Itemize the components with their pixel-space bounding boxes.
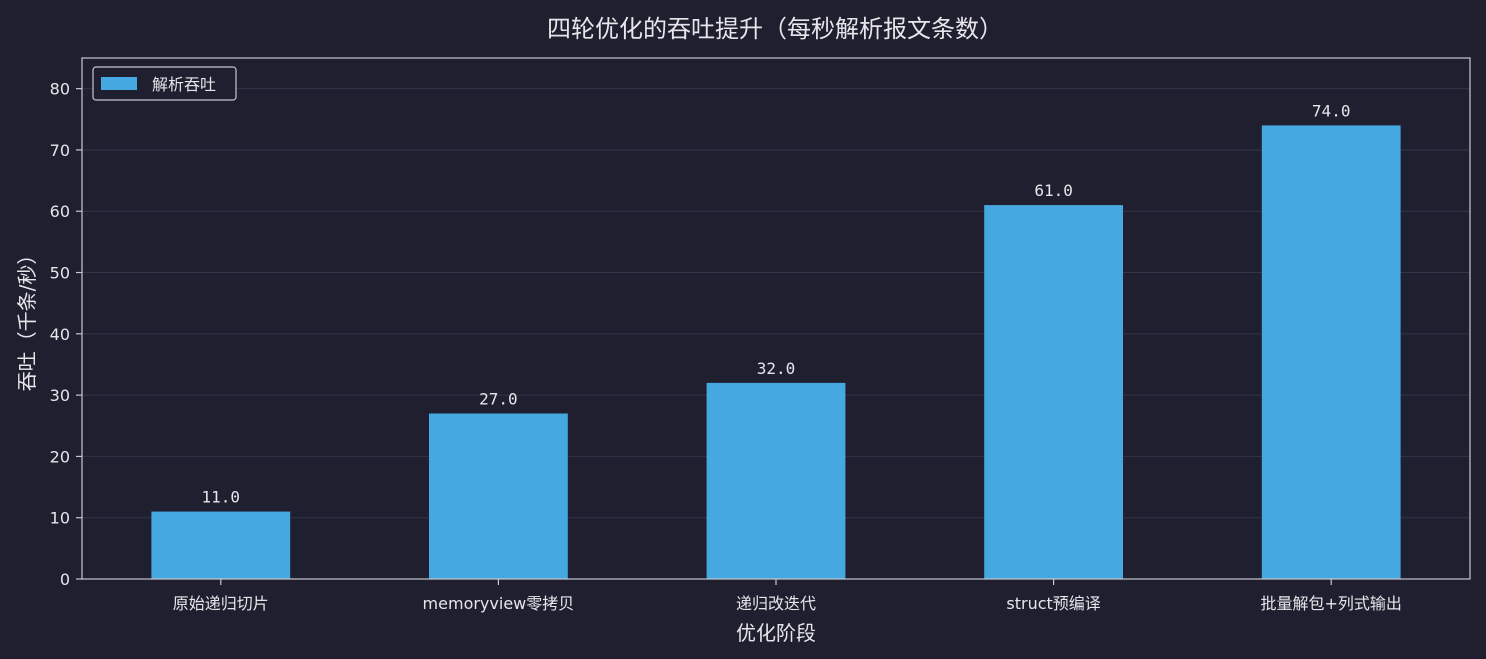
- y-tick-label: 60: [50, 202, 70, 221]
- y-tick-label: 80: [50, 80, 70, 99]
- legend-label: 解析吞吐: [152, 75, 216, 94]
- data-label: 61.0: [1034, 181, 1073, 200]
- legend-frame: [92, 66, 237, 101]
- y-tick-label: 0: [60, 570, 70, 589]
- x-tick-label: struct预编译: [1006, 594, 1100, 613]
- data-label: 11.0: [202, 488, 241, 507]
- y-tick-label: 30: [50, 386, 70, 405]
- bar: [429, 413, 568, 579]
- bars: [151, 125, 1401, 580]
- data-label: 32.0: [757, 359, 796, 378]
- legend-swatch: [101, 77, 137, 90]
- data-label: 74.0: [1312, 101, 1351, 120]
- bar: [1261, 125, 1401, 580]
- x-axis: 原始递归切片 memoryview零拷贝 递归改迭代 struct预编译 批量解包+列式…: [173, 579, 1402, 613]
- bar: [706, 382, 846, 579]
- legend: 解析吞吐: [92, 66, 237, 101]
- y-tick-label: 40: [50, 325, 70, 344]
- x-tick-label: memoryview零拷贝: [423, 594, 575, 613]
- chart-title: 四轮优化的吞吐提升（每秒解析报文条数）: [547, 15, 1003, 43]
- grid: [82, 88, 1470, 580]
- y-tick-label: 20: [50, 447, 70, 466]
- y-tick-label: 50: [50, 264, 70, 283]
- data-label: 27.0: [479, 390, 518, 409]
- y-tick-label: 10: [50, 509, 70, 528]
- y-axis-label: 吞吐（千条/秒）: [15, 245, 39, 392]
- data-labels: 11.0 27.0 32.0 61.0 74.0: [202, 101, 1351, 506]
- x-tick-label: 批量解包+列式输出: [1260, 594, 1401, 613]
- y-axis: 0 10 20 30 40 50 60 70 80: [50, 80, 82, 589]
- bar: [151, 511, 291, 579]
- x-axis-label: 优化阶段: [736, 621, 816, 645]
- x-tick-label: 递归改迭代: [736, 594, 816, 613]
- y-tick-label: 70: [50, 141, 70, 160]
- bar: [984, 205, 1123, 579]
- x-tick-label: 原始递归切片: [173, 594, 269, 613]
